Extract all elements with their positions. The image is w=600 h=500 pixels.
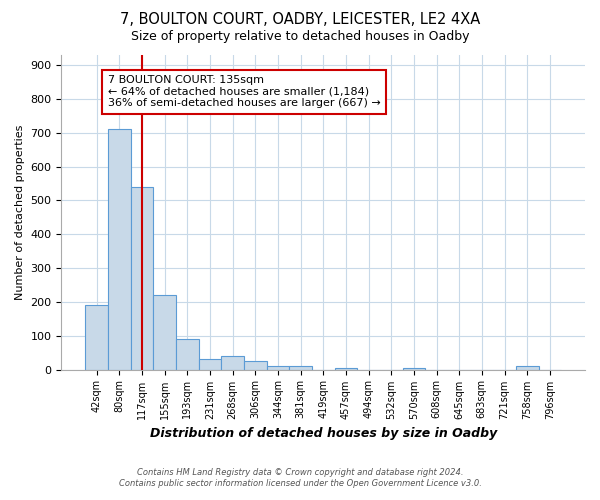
Bar <box>403 368 425 370</box>
Bar <box>516 366 539 370</box>
Text: Size of property relative to detached houses in Oadby: Size of property relative to detached ho… <box>131 30 469 43</box>
Text: 7 BOULTON COURT: 135sqm
← 64% of detached houses are smaller (1,184)
36% of semi: 7 BOULTON COURT: 135sqm ← 64% of detache… <box>108 76 380 108</box>
Bar <box>153 295 176 370</box>
Bar <box>176 339 199 370</box>
Bar <box>108 130 131 370</box>
Bar <box>85 306 108 370</box>
X-axis label: Distribution of detached houses by size in Oadby: Distribution of detached houses by size … <box>149 427 497 440</box>
Bar <box>289 366 312 370</box>
Bar <box>266 366 289 370</box>
Bar <box>199 360 221 370</box>
Bar <box>131 187 153 370</box>
Bar <box>221 356 244 370</box>
Text: 7, BOULTON COURT, OADBY, LEICESTER, LE2 4XA: 7, BOULTON COURT, OADBY, LEICESTER, LE2 … <box>120 12 480 28</box>
Y-axis label: Number of detached properties: Number of detached properties <box>15 124 25 300</box>
Bar <box>244 361 266 370</box>
Text: Contains HM Land Registry data © Crown copyright and database right 2024.
Contai: Contains HM Land Registry data © Crown c… <box>119 468 481 487</box>
Bar <box>335 368 357 370</box>
